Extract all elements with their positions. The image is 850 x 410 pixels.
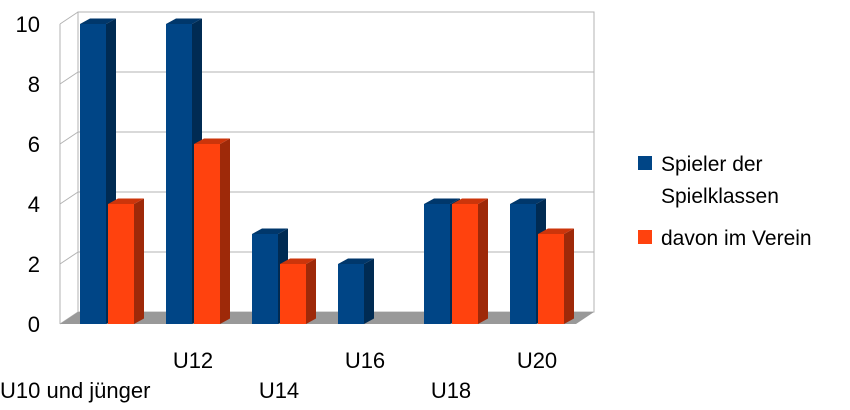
gridline-side — [59, 131, 79, 145]
x-category-label: U16 — [345, 348, 385, 373]
legend-entry: Spieler der Spielklassen — [638, 153, 779, 208]
legend: Spieler der Spielklassen davon im Verein — [638, 153, 812, 250]
bar-front — [338, 264, 364, 324]
bar — [452, 198, 488, 324]
bar-front — [194, 144, 220, 324]
bar-front — [80, 24, 106, 324]
legend-swatch — [638, 156, 652, 170]
x-category-label: U20 — [517, 348, 557, 373]
gridline-side — [59, 251, 79, 265]
bar-side — [134, 198, 144, 324]
bar-front — [280, 264, 306, 324]
bar-top — [108, 198, 144, 204]
bar-side — [478, 198, 488, 324]
legend-swatch — [638, 230, 652, 244]
bars — [80, 18, 574, 324]
bar — [338, 258, 374, 324]
x-category-label: U14 — [259, 378, 299, 403]
bar-side — [564, 228, 574, 324]
bar — [280, 258, 316, 324]
y-tick-label: 10 — [16, 12, 40, 37]
bar-top — [510, 198, 546, 204]
bar-front — [108, 204, 134, 324]
x-axis-category-labels: U10 und jünger U12 U14 U16 U18 U20 — [0, 348, 557, 403]
legend-label: Spieler der Spielklassen — [661, 153, 779, 208]
y-axis-tick-labels: 0 2 4 6 8 10 — [16, 12, 40, 337]
bar-top — [280, 258, 316, 264]
bar-front — [510, 204, 536, 324]
bar — [538, 228, 574, 324]
bar-top — [80, 18, 116, 24]
bar-side — [306, 258, 316, 324]
bar — [108, 198, 144, 324]
bar-front — [452, 204, 478, 324]
y-tick-label: 0 — [28, 312, 40, 337]
bar-top — [252, 228, 288, 234]
bar — [194, 138, 230, 324]
bar-top — [338, 258, 374, 264]
gridline-side — [59, 11, 79, 25]
bar-top — [166, 18, 202, 24]
y-tick-label: 4 — [28, 192, 40, 217]
bar-front — [166, 24, 192, 324]
bar-front — [252, 234, 278, 324]
legend-label: davon im Verein — [661, 227, 812, 250]
bar-side — [220, 138, 230, 324]
y-tick-label: 8 — [28, 72, 40, 97]
y-tick-label: 2 — [28, 252, 40, 277]
bar-top — [452, 198, 488, 204]
gridline-side — [59, 191, 79, 205]
bar-front — [538, 234, 564, 324]
x-category-label: U12 — [173, 348, 213, 373]
bar-front — [424, 204, 450, 324]
x-category-label: U18 — [431, 378, 471, 403]
x-category-label: U10 und jünger — [0, 378, 150, 403]
bar-side — [364, 258, 374, 324]
y-tick-label: 6 — [28, 132, 40, 157]
legend-entry: davon im Verein — [638, 227, 812, 250]
bar-top — [538, 228, 574, 234]
bar-top — [194, 138, 230, 144]
gridline-side — [59, 71, 79, 85]
bar-top — [424, 198, 460, 204]
